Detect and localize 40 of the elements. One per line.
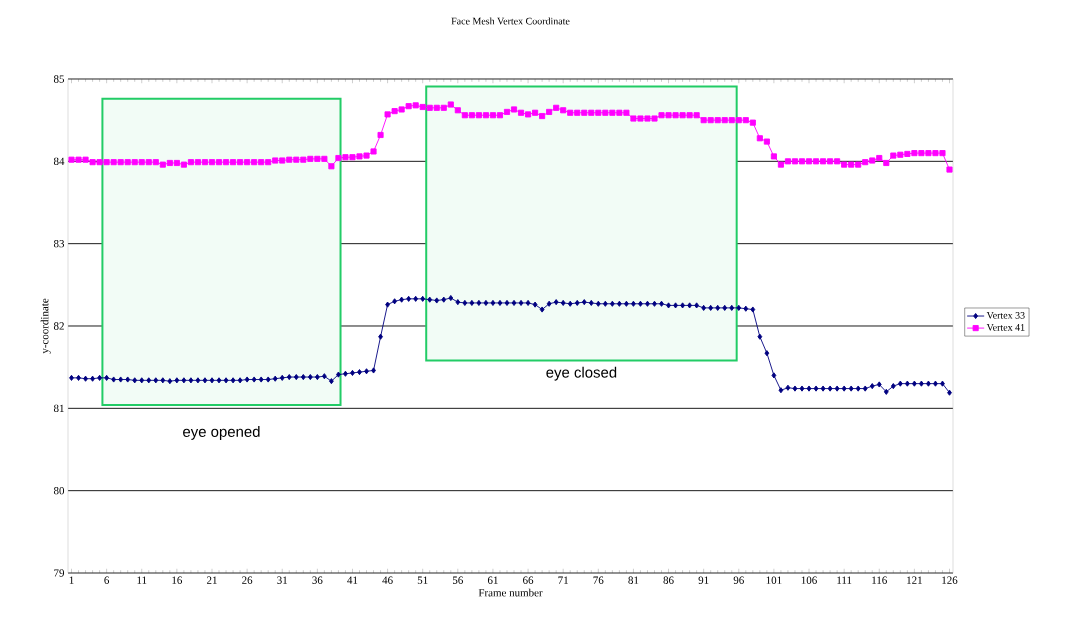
x-tick-label: 61 — [487, 576, 498, 584]
x-tick-label: 46 — [382, 576, 393, 584]
y-tick-label: 85 — [53, 75, 65, 83]
x-tick-label: 51 — [417, 576, 428, 584]
y-tick-label: 83 — [53, 239, 65, 248]
legend-label: Vertex 41 — [986, 324, 1025, 331]
x-tick-label: 111 — [837, 576, 852, 584]
x-tick-label: 81 — [628, 576, 639, 584]
band-label: eye opened — [183, 425, 260, 440]
y-tick-label: 81 — [53, 404, 64, 413]
x-tick-label: 91 — [698, 576, 709, 584]
y-tick-label: 84 — [53, 157, 65, 166]
x-tick-label: 36 — [312, 576, 323, 584]
x-tick-label: 56 — [452, 576, 463, 584]
y-tick-label: 80 — [53, 486, 65, 495]
x-tick-label: 101 — [766, 576, 782, 584]
x-tick-label: 66 — [523, 576, 534, 584]
y-tick-label: 82 — [53, 322, 64, 330]
x-tick-label: 126 — [942, 576, 958, 584]
x-tick-label: 121 — [907, 576, 922, 584]
x-tick-label: 76 — [593, 576, 604, 584]
x-tick-label: 86 — [663, 576, 674, 584]
y-axis-title: y-coordinate — [40, 298, 51, 354]
chart-title: Face Mesh Vertex Coordinate — [451, 17, 570, 25]
x-tick-label: 31 — [277, 576, 288, 584]
x-axis-title: Frame number — [478, 588, 543, 597]
legend-label: Vertex 33 — [986, 311, 1025, 319]
x-tick-label: 96 — [733, 576, 744, 584]
x-tick-label: 11 — [137, 576, 147, 584]
x-tick-label: 6 — [104, 576, 110, 584]
y-tick-label: 79 — [54, 569, 65, 577]
x-tick-label: 21 — [206, 576, 217, 584]
x-tick-label: 41 — [347, 576, 358, 584]
x-tick-label: 26 — [242, 576, 253, 584]
x-tick-label: 71 — [558, 576, 568, 584]
x-tick-label: 106 — [801, 576, 817, 584]
band-label: eye closed — [546, 366, 617, 381]
x-tick-label: 116 — [872, 576, 887, 584]
x-tick-label: 1 — [69, 576, 74, 584]
x-tick-label: 16 — [172, 576, 183, 584]
